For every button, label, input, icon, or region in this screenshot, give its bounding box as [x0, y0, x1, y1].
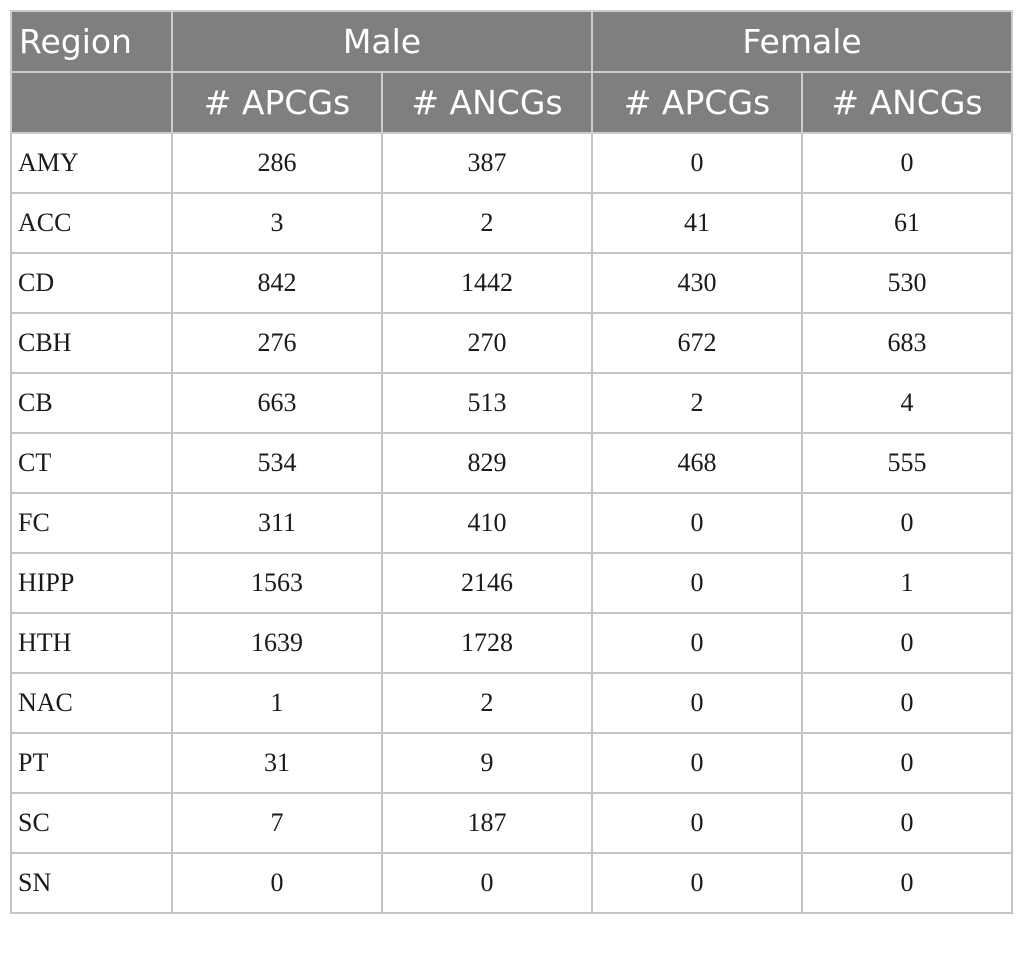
female-apcgs-cell: 0	[591, 732, 804, 794]
female-apcgs-header: # APCGs	[591, 71, 804, 134]
male-apcgs-cell: 7	[171, 792, 383, 854]
male-ancgs-cell: 829	[380, 432, 594, 494]
region-cell: HTH	[10, 612, 173, 674]
male-apcgs-cell: 842	[171, 252, 383, 314]
region-cell: CB	[10, 372, 173, 434]
male-ancgs-cell: 2	[380, 672, 594, 734]
male-ancgs-cell: 513	[380, 372, 594, 434]
table-row: CT 534 829 468 555	[10, 432, 1014, 494]
region-cell: ACC	[10, 192, 173, 254]
female-apcgs-cell: 0	[591, 672, 804, 734]
male-ancgs-cell: 270	[380, 312, 594, 374]
female-ancgs-cell: 0	[801, 492, 1014, 554]
table-body: AMY 286 387 0 0 ACC 3 2 41 61 CD 842 1442 430 530 CBH 27…	[10, 132, 1014, 914]
table-row: CD 842 1442 430 530	[10, 252, 1014, 314]
female-ancgs-cell: 683	[801, 312, 1014, 374]
male-apcgs-cell: 663	[171, 372, 383, 434]
region-cell: CBH	[10, 312, 173, 374]
male-apcgs-cell: 1639	[171, 612, 383, 674]
female-apcgs-cell: 0	[591, 492, 804, 554]
region-subheader-empty	[10, 71, 173, 134]
male-apcgs-cell: 1563	[171, 552, 383, 614]
male-apcgs-cell: 0	[171, 852, 383, 914]
male-apcgs-cell: 31	[171, 732, 383, 794]
table-row: HIPP 1563 2146 0 1	[10, 552, 1014, 614]
female-ancgs-cell: 61	[801, 192, 1014, 254]
female-ancgs-cell: 0	[801, 792, 1014, 854]
table-row: NAC 1 2 0 0	[10, 672, 1014, 734]
female-apcgs-cell: 2	[591, 372, 804, 434]
region-cell: HIPP	[10, 552, 173, 614]
data-table: Region Male Female # APCGs # ANCGs # APC…	[10, 10, 1014, 914]
region-cell: SN	[10, 852, 173, 914]
female-ancgs-cell: 4	[801, 372, 1014, 434]
female-ancgs-cell: 0	[801, 672, 1014, 734]
male-ancgs-cell: 187	[380, 792, 594, 854]
female-group-header: Female	[591, 10, 1014, 73]
region-cell: CD	[10, 252, 173, 314]
male-ancgs-cell: 9	[380, 732, 594, 794]
male-ancgs-cell: 2146	[380, 552, 594, 614]
female-apcgs-cell: 41	[591, 192, 804, 254]
table-row: FC 311 410 0 0	[10, 492, 1014, 554]
male-group-header: Male	[170, 10, 594, 73]
male-ancgs-cell: 1442	[380, 252, 594, 314]
female-ancgs-cell: 0	[801, 852, 1014, 914]
region-cell: NAC	[10, 672, 173, 734]
table-row: CB 663 513 2 4	[10, 372, 1014, 434]
male-apcgs-cell: 1	[171, 672, 383, 734]
female-ancgs-cell: 1	[801, 552, 1014, 614]
male-ancgs-header: # ANCGs	[380, 71, 594, 134]
female-ancgs-cell: 555	[801, 432, 1014, 494]
female-ancgs-cell: 0	[801, 612, 1014, 674]
region-cell: CT	[10, 432, 173, 494]
male-apcgs-header: # APCGs	[171, 71, 383, 134]
male-ancgs-cell: 2	[380, 192, 594, 254]
region-column-header: Region	[10, 10, 173, 73]
male-ancgs-cell: 1728	[380, 612, 594, 674]
region-cell: SC	[10, 792, 173, 854]
male-ancgs-cell: 387	[380, 132, 594, 194]
female-apcgs-cell: 430	[591, 252, 804, 314]
female-ancgs-cell: 530	[801, 252, 1014, 314]
female-apcgs-cell: 0	[591, 792, 804, 854]
female-apcgs-cell: 0	[591, 552, 804, 614]
header-row-subcolumns: # APCGs # ANCGs # APCGs # ANCGs	[10, 71, 1014, 134]
female-apcgs-cell: 0	[591, 852, 804, 914]
region-cell: FC	[10, 492, 173, 554]
male-apcgs-cell: 3	[171, 192, 383, 254]
female-ancgs-header: # ANCGs	[801, 71, 1014, 134]
male-ancgs-cell: 0	[380, 852, 594, 914]
table-row: PT 31 9 0 0	[10, 732, 1014, 794]
female-apcgs-cell: 0	[591, 132, 804, 194]
header-row-groups: Region Male Female	[10, 10, 1014, 73]
male-apcgs-cell: 534	[171, 432, 383, 494]
female-apcgs-cell: 0	[591, 612, 804, 674]
female-ancgs-cell: 0	[801, 132, 1014, 194]
female-ancgs-cell: 0	[801, 732, 1014, 794]
male-apcgs-cell: 276	[171, 312, 383, 374]
male-apcgs-cell: 286	[171, 132, 383, 194]
table-header: Region Male Female # APCGs # ANCGs # APC…	[10, 10, 1014, 134]
table-row: SC 7 187 0 0	[10, 792, 1014, 854]
table-row: ACC 3 2 41 61	[10, 192, 1014, 254]
table-row: HTH 1639 1728 0 0	[10, 612, 1014, 674]
male-ancgs-cell: 410	[380, 492, 594, 554]
female-apcgs-cell: 468	[591, 432, 804, 494]
region-cell: AMY	[10, 132, 173, 194]
table-row: SN 0 0 0 0	[10, 852, 1014, 914]
female-apcgs-cell: 672	[591, 312, 804, 374]
table-row: CBH 276 270 672 683	[10, 312, 1014, 374]
region-cell: PT	[10, 732, 173, 794]
male-apcgs-cell: 311	[171, 492, 383, 554]
table-row: AMY 286 387 0 0	[10, 132, 1014, 194]
